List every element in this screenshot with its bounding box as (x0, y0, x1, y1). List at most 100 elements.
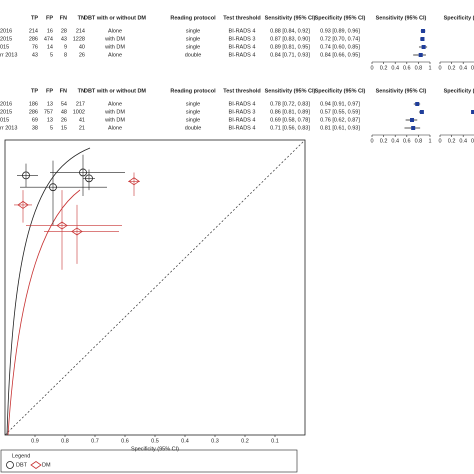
tick-label: 0.6 (403, 138, 411, 144)
cell: 0.84 [0.71, 0.93] (270, 52, 310, 58)
cell: with DM (104, 36, 125, 42)
cell: Alone (108, 52, 122, 58)
cell: 0.72 [0.70, 0.74] (320, 36, 360, 42)
tick-label: 0.2 (380, 65, 388, 71)
cell: single (186, 36, 200, 42)
study-point (85, 174, 93, 183)
study-name: 015 (0, 44, 9, 50)
tick-label: 0 (438, 138, 441, 144)
cell: 14 (47, 44, 53, 50)
tick-label: 0.8 (415, 65, 423, 71)
cell: BI-RADS 4 (229, 28, 256, 34)
tick-label: 0.6 (403, 65, 411, 71)
study-name: 2016 (0, 28, 12, 34)
cell: 41 (79, 117, 85, 123)
x-tick-label: 0.5 (151, 438, 159, 444)
cell: 0.78 [0.72, 0.83] (270, 101, 310, 107)
cell: 26 (79, 52, 85, 58)
cell: 0.89 [0.81, 0.95] (270, 44, 310, 50)
cell: 43 (32, 52, 38, 58)
cell: 286 (29, 36, 38, 42)
legend-box (0, 449, 298, 473)
x-tick-label: 0.6 (121, 438, 129, 444)
cell: 48 (61, 109, 67, 115)
cell: 40 (79, 44, 85, 50)
cell: BI-RADS 4 (229, 125, 256, 131)
sroc-curve (7, 189, 81, 436)
legend-title: Legend (12, 453, 30, 459)
cell: Alone (108, 125, 122, 131)
cell: 1228 (73, 36, 85, 42)
forest-header: Specificity (95% CI) (444, 15, 474, 21)
cell: BI-RADS 4 (229, 117, 256, 123)
study-point (128, 177, 140, 186)
cell: 9 (64, 44, 67, 50)
cell: 214 (29, 28, 38, 34)
study-point (56, 221, 68, 230)
tick-label: 0.2 (380, 138, 388, 144)
study-name: rr 2013 (0, 125, 17, 131)
forest-header: Sensitivity (95% CI) (376, 15, 427, 21)
cell: 8 (64, 52, 67, 58)
tick-label: 0.2 (448, 138, 456, 144)
cell: 0.93 [0.89, 0.96] (320, 28, 360, 34)
tick-label: 1 (428, 65, 431, 71)
cell: 13 (47, 117, 53, 123)
column-header: FN (60, 15, 67, 21)
column-header: Reading protocol (170, 88, 216, 94)
column-header: FP (46, 15, 53, 21)
cell: 5 (50, 52, 53, 58)
cell: 0.94 [0.91, 0.97] (320, 101, 360, 107)
cell: 0.81 [0.61, 0.93] (320, 125, 360, 131)
cell: single (186, 109, 200, 115)
x-tick-label: 0.8 (61, 438, 69, 444)
column-header: DBT with or without DM (84, 88, 146, 94)
cell: 76 (32, 44, 38, 50)
study-point (22, 171, 30, 180)
cell: 54 (61, 101, 67, 107)
cell: 0.84 [0.66, 0.95] (320, 52, 360, 58)
forest-point (419, 110, 424, 114)
tick-label: 0.4 (391, 138, 399, 144)
cell: 217 (76, 101, 85, 107)
cell: Alone (108, 101, 122, 107)
forest-point (471, 110, 474, 114)
cell: 186 (29, 101, 38, 107)
column-header: Reading protocol (170, 15, 216, 21)
cell: BI-RADS 4 (229, 101, 256, 107)
column-header: DBT with or without DM (84, 15, 146, 21)
cell: 43 (61, 36, 67, 42)
legend-label: DM (42, 462, 51, 468)
cell: 1002 (73, 109, 85, 115)
cell: 0.88 [0.84, 0.92] (270, 28, 310, 34)
tick-label: 0.6 (471, 65, 474, 71)
forest-point (421, 29, 426, 33)
cell: single (186, 117, 200, 123)
study-name: 2015 (0, 36, 12, 42)
x-tick-label: 0.3 (211, 438, 219, 444)
tick-label: 0 (370, 138, 373, 144)
study-point (49, 183, 57, 192)
cell: Alone (108, 28, 122, 34)
cell: BI-RADS 4 (229, 44, 256, 50)
x-tick-label: 0.1 (271, 438, 279, 444)
cell: 15 (61, 125, 67, 131)
tick-label: 0.2 (448, 65, 456, 71)
column-header: FP (46, 88, 53, 94)
cell: 38 (32, 125, 38, 131)
cell: 286 (29, 109, 38, 115)
study-name: 2015 (0, 109, 12, 115)
column-header: TN (78, 88, 85, 94)
cell: double (185, 125, 202, 131)
cell: single (186, 44, 200, 50)
cell: 214 (76, 28, 85, 34)
forest-point (410, 118, 415, 122)
sroc-curve (6, 147, 91, 436)
study-point (79, 168, 87, 177)
tick-label: 0.8 (415, 138, 423, 144)
forest-point (415, 102, 420, 106)
column-header: TP (31, 15, 38, 21)
cell: 0.76 [0.62, 0.87] (320, 117, 360, 123)
cell: BI-RADS 3 (229, 36, 256, 42)
